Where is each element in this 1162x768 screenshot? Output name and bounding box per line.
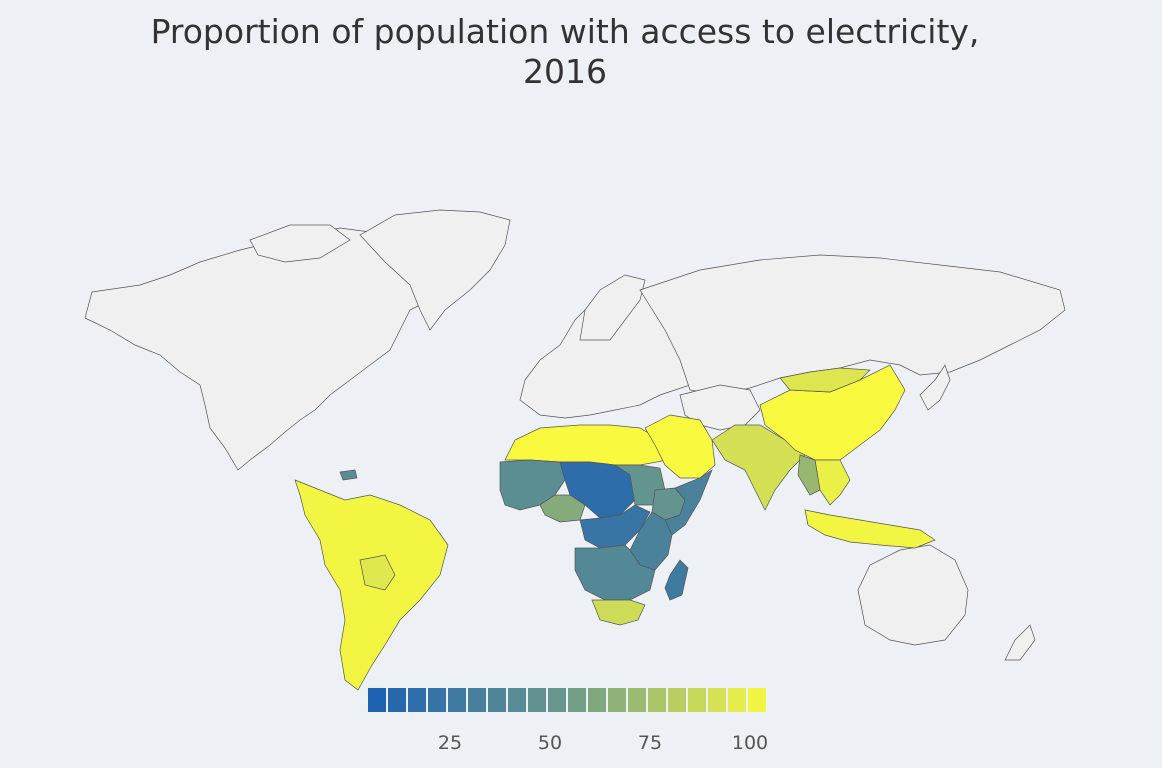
arctic-islands-land: [249, 224, 351, 263]
greenland-land: [359, 209, 511, 331]
region-nigeria[interactable]: Nigeria: 59: [539, 494, 586, 523]
region-madagascar[interactable]: Madagascar: 23: [664, 559, 689, 601]
colorbar-tick-label: 75: [637, 732, 663, 754]
region-south-asia[interactable]: South Asia: 87: [711, 424, 806, 511]
region-mongolia[interactable]: Mongolia: 90: [779, 367, 871, 393]
north-america-land: [84, 227, 441, 471]
region-bolivia[interactable]: Bolivia: 91: [359, 554, 396, 591]
region-southeast-asia[interactable]: Southeast Asia: 95: [814, 459, 851, 506]
colorbar-swatch: [508, 688, 526, 712]
region-north-africa[interactable]: North Africa: 100: [504, 424, 669, 466]
colorbar-swatch: [468, 688, 486, 712]
colorbar-swatch: [668, 688, 686, 712]
colorbar-swatch: [728, 688, 746, 712]
new-zealand-land: [1004, 624, 1036, 661]
scandinavia-land: [579, 274, 646, 341]
colorbar-swatch: [568, 688, 586, 712]
colorbar-swatch: [388, 688, 406, 712]
region-myanmar[interactable]: Myanmar: 66: [797, 454, 821, 496]
colorbar-swatch: [448, 688, 466, 712]
colorbar-swatch: [408, 688, 426, 712]
japan-land: [919, 364, 951, 411]
region-southern-central[interactable]: Southern Central: 35: [574, 544, 656, 601]
colorbar-tick-label: 25: [437, 732, 463, 754]
region-indonesia[interactable]: Indonesia: 98: [804, 509, 936, 549]
colorbar-swatch: [588, 688, 606, 712]
title-line-2: 2016: [523, 52, 607, 91]
colorbar-swatch: [748, 688, 766, 712]
colorbar-swatch: [368, 688, 386, 712]
region-haiti[interactable]: Haiti: 39: [339, 469, 358, 481]
colorbar-swatch: [708, 688, 726, 712]
chart-title: Proportion of population with access to …: [150, 12, 980, 92]
australia-land: [857, 544, 969, 646]
nodata-land: [84, 209, 1066, 661]
colorbar-swatch: [528, 688, 546, 712]
colorbar-legend: [368, 688, 766, 712]
colorbar-swatch: [648, 688, 666, 712]
choropleth-regions: North Africa: 100 Sahel West: 40 Central…: [294, 364, 936, 691]
colorbar-swatch: [628, 688, 646, 712]
region-somalia[interactable]: Somalia: 30: [664, 469, 713, 536]
region-central-africa[interactable]: Central Africa: 19: [579, 504, 651, 549]
colorbar-swatch: [688, 688, 706, 712]
region-south-africa[interactable]: South Africa: 84: [591, 599, 646, 626]
colorbar-tick-label: 100: [731, 732, 769, 754]
colorbar-tick-label: 50: [537, 732, 563, 754]
title-line-1: Proportion of population with access to …: [150, 12, 980, 51]
colorbar-ticks: 25 50 75 100: [0, 732, 1162, 756]
colorbar-swatch: [608, 688, 626, 712]
region-arabia[interactable]: Arabia: 100: [644, 414, 716, 479]
colorbar-swatch: [548, 688, 566, 712]
colorbar-swatch: [488, 688, 506, 712]
colorbar-swatch: [428, 688, 446, 712]
